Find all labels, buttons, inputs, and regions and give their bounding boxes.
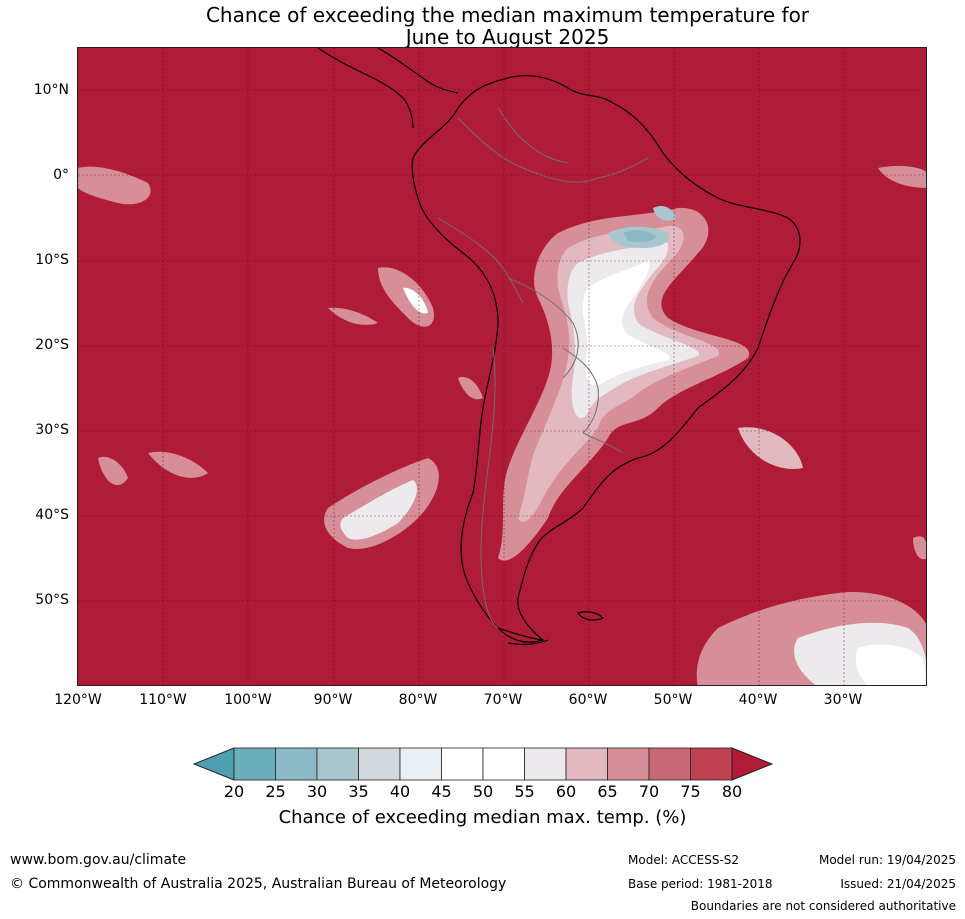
colorbar-tick-60: 60	[555, 782, 577, 801]
border-argentina-chile	[480, 347, 499, 629]
colorbar-bin-45-50	[441, 747, 484, 781]
border-uruguay	[582, 432, 624, 454]
graticule	[78, 48, 926, 685]
shade-pacific-blob-1b	[403, 287, 428, 314]
colorbar-tick-50: 50	[472, 782, 494, 801]
lat-label-10s: 10°S	[35, 252, 69, 268]
colorbar-bin-20-25	[233, 747, 276, 781]
shade-pacific-blob-2	[148, 451, 208, 478]
footer-model: Model: ACCESS-S2	[628, 853, 740, 867]
shade-pacific-chile-55	[340, 480, 418, 540]
colorbar-bin-35-40	[358, 747, 401, 781]
lat-label-50s: 50°S	[35, 592, 69, 608]
footer-copyright: © Commonwealth of Australia 2025, Austra…	[10, 876, 507, 892]
title-line-2: June to August 2025	[405, 25, 610, 49]
lon-label-40w: 40°W	[738, 692, 778, 708]
footer-issued: Issued: 21/04/2025	[840, 877, 956, 891]
colorbar-bin-25-30	[275, 747, 318, 781]
colorbar-bin-30-35	[316, 747, 359, 781]
lat-label-0: 0°	[53, 167, 69, 183]
colorbar-tick-75: 75	[680, 782, 701, 801]
colorbar-label-text: Chance of exceeding median max. temp. (%…	[278, 807, 687, 828]
shade-pacific-west	[78, 166, 151, 205]
lon-label-80w: 80°W	[398, 692, 438, 708]
lon-label-50w: 50°W	[653, 692, 693, 708]
lon-label-110w: 110°W	[139, 692, 187, 708]
lon-label-100w: 100°W	[224, 692, 272, 708]
colorbar-tick-45: 45	[431, 782, 452, 801]
colorbar-tick-55: 55	[514, 782, 535, 801]
lat-label-20s: 20°S	[35, 337, 69, 353]
shade-atlantic-east-edge	[913, 536, 926, 560]
colorbar-high-arrow	[731, 747, 774, 781]
lon-label-70w: 70°W	[483, 692, 523, 708]
shade-pacific-blob-5	[328, 307, 378, 325]
colorbar-tick-30: 30	[306, 782, 328, 801]
colorbar-bin-65-70	[607, 747, 650, 781]
lat-label-40s: 40°S	[35, 507, 69, 523]
legend-colorbar	[192, 747, 774, 781]
lat-label-10n: 10°N	[33, 82, 69, 98]
lon-label-30w: 30°W	[823, 692, 863, 708]
border-north	[457, 117, 649, 183]
colorbar-tick-35: 35	[348, 782, 369, 801]
colorbar-bin-60-65	[565, 747, 608, 781]
footer-base-period: Base period: 1981-2018	[628, 877, 773, 891]
colorbar-bin-70-75	[648, 747, 691, 781]
map-panel	[77, 47, 927, 686]
lat-label-30s: 30°S	[35, 422, 69, 438]
border-peru-brazil	[437, 217, 524, 304]
footer-website: www.bom.gov.au/climate	[10, 852, 187, 868]
lon-label-120w: 120°W	[54, 692, 102, 708]
chart-title: Chance of exceeding the median maximum t…	[0, 4, 965, 48]
shade-amazon-cool-2	[623, 230, 656, 243]
colorbar-tick-20: 20	[223, 782, 245, 801]
probability-shading	[78, 165, 926, 685]
colorbar-tick-25: 25	[265, 782, 286, 801]
colorbar-tick-80: 80	[721, 782, 743, 801]
footer-model-run: Model run: 19/04/2025	[818, 853, 956, 867]
shade-southwest-atlantic-50	[855, 644, 926, 685]
border-colombia-venezuela	[497, 107, 569, 164]
footer-disclaimer: Boundaries are not considered authoritat…	[690, 899, 956, 913]
shade-pacific-east	[878, 165, 926, 188]
colorbar-tick-70: 70	[638, 782, 660, 801]
colorbar-tick-40: 40	[389, 782, 411, 801]
shade-pacific-blob-4	[458, 377, 483, 400]
title-line-1: Chance of exceeding the median maximum t…	[205, 3, 810, 27]
colorbar-bin-55-60	[524, 747, 567, 781]
tierra-del-fuego	[497, 627, 549, 646]
colorbar-bin-40-45	[399, 747, 442, 781]
colorbar-low-arrow	[192, 747, 235, 781]
shade-east-brazil-50	[583, 260, 670, 386]
colorbar-bin-50-55	[482, 747, 525, 781]
falklands	[577, 611, 605, 621]
map-canvas	[78, 48, 926, 685]
lon-label-90w: 90°W	[313, 692, 353, 708]
shade-pacific-blob-3	[98, 456, 128, 486]
shade-south-atlantic-60	[738, 427, 803, 469]
colorbar-label: Chance of exceeding median max. temp. (%…	[0, 807, 965, 828]
border-bolivia	[507, 277, 579, 379]
south-america-coast	[411, 75, 801, 643]
lon-label-60w: 60°W	[568, 692, 608, 708]
border-paraguay	[562, 347, 599, 434]
colorbar-tick-65: 65	[597, 782, 618, 801]
shade-amazon-cool-3	[653, 206, 676, 221]
country-borders	[437, 107, 649, 629]
colorbar-bin-75-80	[690, 747, 733, 781]
map-background	[78, 48, 926, 685]
